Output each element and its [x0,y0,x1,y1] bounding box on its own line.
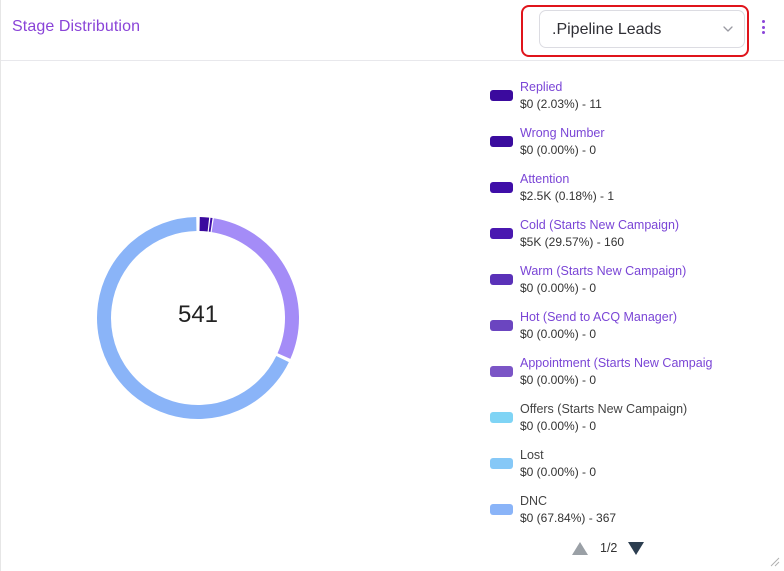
triangle-down-icon[interactable] [628,542,644,555]
legend-item[interactable]: Offers (Starts New Campaign) $0 (0.00%) -… [489,401,739,447]
legend-label: DNC [520,494,548,508]
card-header: Stage Distribution .Pipeline Leads [1,0,784,61]
legend-swatch [490,274,513,285]
legend-item[interactable]: Hot (Send to ACQ Manager) $0 (0.00%) - 0 [489,309,739,355]
legend-item[interactable]: Wrong Number $0 (0.00%) - 0 [489,125,739,171]
chevron-down-icon [723,26,733,32]
legend-item[interactable]: DNC $0 (67.84%) - 367 [489,493,739,539]
donut-slice[interactable] [199,217,210,232]
legend-value: $0 (0.00%) - 0 [520,419,597,433]
legend-item[interactable]: Lost $0 (0.00%) - 0 [489,447,739,493]
legend-value: $5K (29.57%) - 160 [520,235,625,249]
legend-value: $0 (0.00%) - 0 [520,327,597,341]
legend-item[interactable]: Warm (Starts New Campaign) $0 (0.00%) - 0 [489,263,739,309]
legend-value: $0 (0.00%) - 0 [520,373,597,387]
pipeline-select[interactable]: .Pipeline Leads [539,10,745,48]
donut-center-total: 541 [177,301,219,328]
legend-label: Offers (Starts New Campaign) [520,402,688,416]
legend-swatch [490,320,513,331]
legend-label: Warm (Starts New Campaign) [520,264,687,278]
legend-swatch [490,412,513,423]
legend-swatch [490,136,513,147]
resize-handle-icon[interactable] [770,557,780,567]
pipeline-select-value: .Pipeline Leads [552,21,662,38]
legend-swatch [490,228,513,239]
legend-item[interactable]: Appointment (Starts New Campaig $0 (0.00%… [489,355,739,401]
legend-label: Attention [520,172,570,186]
legend-label: Replied [520,80,563,94]
legend-label: Cold (Starts New Campaign) [520,218,680,232]
legend-value: $0 (0.00%) - 0 [520,143,597,157]
chart-legend: Replied $0 (2.03%) - 11 Wrong Number $0 (0.… [489,79,739,539]
legend-item[interactable]: Cold (Starts New Campaign) $5K (29.57%) -… [489,217,739,263]
legend-label: Lost [520,448,544,462]
legend-item[interactable]: Attention $2.5K (0.18%) - 1 [489,171,739,217]
triangle-up-icon[interactable] [572,542,588,555]
legend-swatch [490,458,513,469]
donut-chart [97,217,299,419]
legend-swatch [490,366,513,377]
legend-value: $0 (2.03%) - 11 [520,97,602,111]
pager-page-indicator: 1/2 [600,541,618,555]
donut-slice[interactable] [97,217,289,419]
card-title: Stage Distribution [12,18,141,35]
legend-swatch [490,504,513,515]
legend-value: $2.5K (0.18%) - 1 [520,189,615,203]
legend-item[interactable]: Replied $0 (2.03%) - 11 [489,79,739,125]
legend-value: $0 (0.00%) - 0 [520,281,597,295]
legend-value: $0 (67.84%) - 367 [520,511,617,525]
legend-label: Wrong Number [520,126,605,140]
kebab-menu-icon[interactable] [758,20,768,40]
legend-label: Appointment (Starts New Campaig [520,356,713,370]
donut-slice[interactable] [211,218,299,359]
legend-label: Hot (Send to ACQ Manager) [520,310,678,324]
legend-value: $0 (0.00%) - 0 [520,465,597,479]
legend-swatch [490,182,513,193]
legend-swatch [490,90,513,101]
